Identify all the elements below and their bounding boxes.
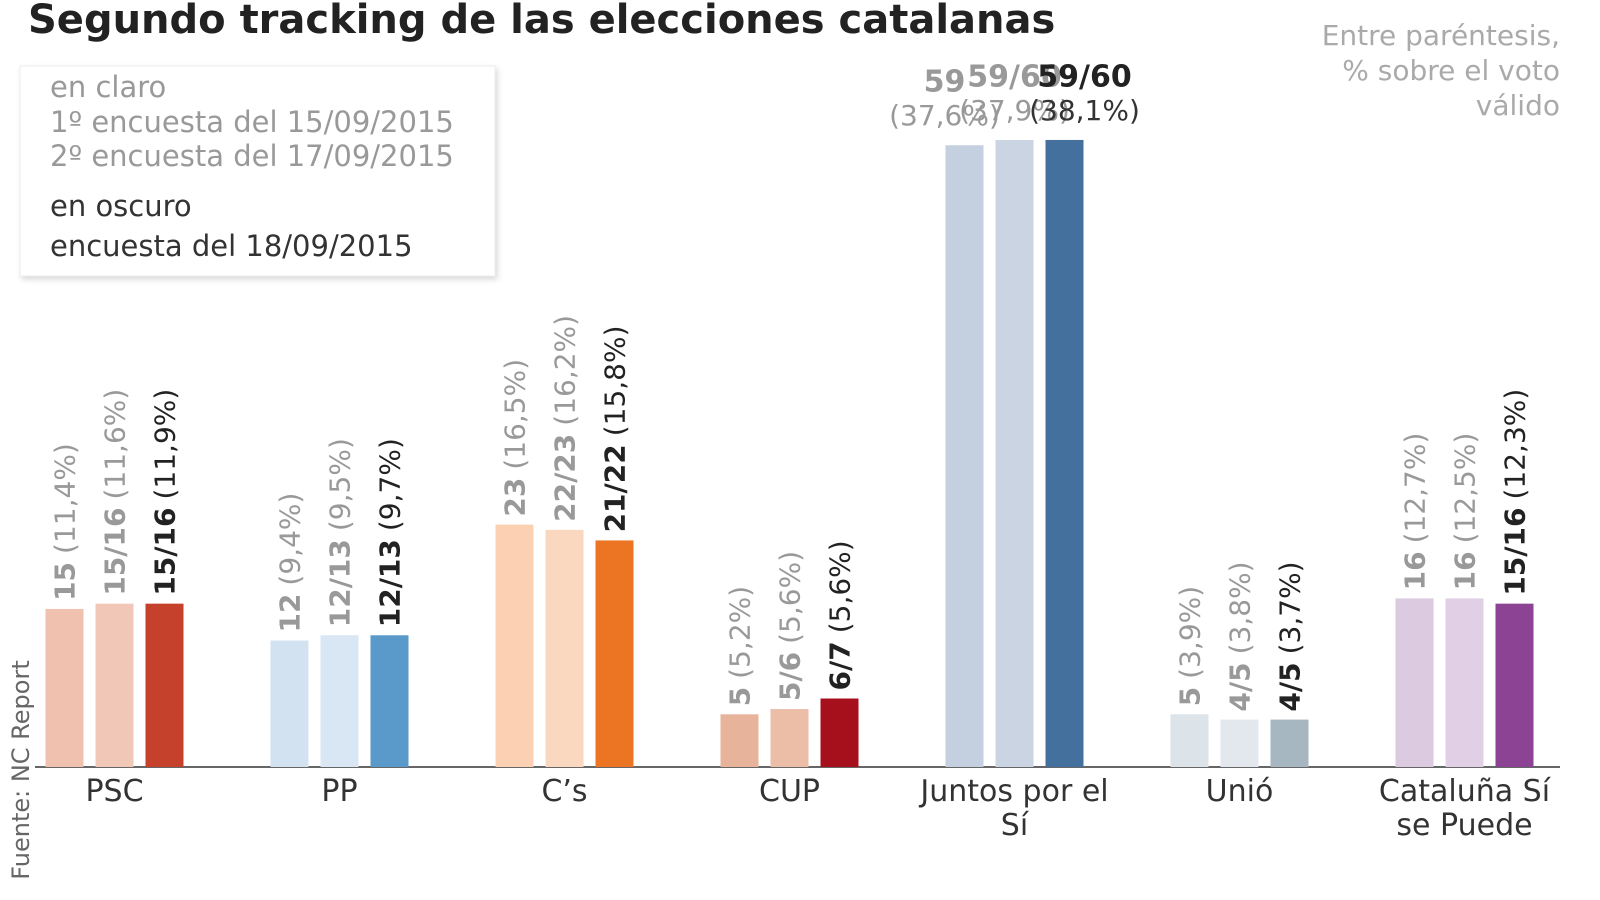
- value-label: 59/60: [1037, 59, 1131, 94]
- value-label: 15/16: [99, 507, 132, 595]
- share-label: (3,9%): [1174, 586, 1207, 679]
- share-label: (5,6%): [824, 540, 857, 633]
- share-label: (15,8%): [599, 325, 632, 436]
- value-label: 5/6: [774, 652, 807, 701]
- chart-title: Segundo tracking de las elecciones catal…: [28, 0, 1055, 43]
- value-label-group: 16 (12,5%): [1449, 433, 1482, 591]
- legend-box: [19, 65, 496, 277]
- x-tick-label: PSC: [85, 774, 144, 809]
- x-tick-label: Cataluña Sí se Puede: [1378, 774, 1551, 843]
- bar: [1170, 714, 1209, 767]
- share-label: (16,5%): [499, 359, 532, 470]
- value-label: 12: [274, 594, 307, 633]
- value-label-group: 15 (11,4%): [49, 443, 82, 601]
- value-label-group: 5 (5,2%): [724, 586, 757, 706]
- bar: [495, 524, 534, 767]
- note: Entre paréntesis, % sobre el voto válido: [1321, 19, 1560, 122]
- value-label: 5: [1174, 687, 1207, 706]
- share-label: (12,5%): [1449, 433, 1482, 544]
- bar: [995, 139, 1034, 767]
- value-label-group: 12/13 (9,5%): [324, 438, 357, 627]
- value-label: 15: [49, 562, 82, 601]
- share-label: (5,6%): [774, 551, 807, 644]
- share-label: (3,8%): [1224, 561, 1257, 654]
- share-label: (5,2%): [724, 586, 757, 679]
- value-label: 22/23: [549, 434, 582, 522]
- legend-heading: en oscuro: [50, 189, 192, 223]
- legend-entry: 2º encuesta del 17/09/2015: [50, 139, 454, 173]
- bar: [820, 698, 859, 767]
- value-label: 59/60: [967, 59, 1061, 94]
- bar: [770, 709, 809, 767]
- legend-entry: 1º encuesta del 15/09/2015: [50, 105, 454, 139]
- value-label-group: 4/5 (3,7%): [1274, 561, 1307, 711]
- bar: [320, 635, 359, 767]
- x-tick-label: PP: [321, 774, 358, 809]
- legend-entry: encuesta del 18/09/2015: [50, 229, 413, 263]
- value-label: 23: [499, 478, 532, 517]
- bar: [370, 635, 409, 767]
- bar: [945, 145, 984, 767]
- share-label: (9,4%): [274, 493, 307, 586]
- bar: [1395, 598, 1434, 767]
- value-label-group: 4/5 (3,8%): [1224, 561, 1257, 711]
- value-label: 59: [924, 65, 966, 100]
- value-label: 21/22: [599, 444, 632, 532]
- share-label: (37,6%): [889, 99, 1000, 132]
- share-label: (9,7%): [374, 438, 407, 531]
- bar: [95, 603, 134, 767]
- bar: [1270, 719, 1309, 767]
- x-tick-label: C’s: [541, 774, 588, 809]
- share-label: (3,7%): [1274, 561, 1307, 654]
- x-tick-label: Unió: [1205, 774, 1274, 809]
- value-label: 16: [1399, 551, 1432, 590]
- bar: [145, 603, 184, 767]
- share-label: (11,6%): [99, 389, 132, 500]
- bar: [45, 608, 84, 767]
- value-label-group: 12 (9,4%): [274, 493, 307, 633]
- share-label: (16,2%): [549, 315, 582, 426]
- value-label-group: 5/6 (5,6%): [774, 551, 807, 701]
- value-label-group: 15/16 (11,9%): [149, 389, 182, 596]
- value-label-group: 23 (16,5%): [499, 359, 532, 517]
- value-label-group: 16 (12,7%): [1399, 433, 1432, 591]
- value-label: 6/7: [824, 641, 857, 690]
- value-label: 12/13: [324, 539, 357, 627]
- share-label: (38,1%): [1029, 94, 1140, 127]
- bar: [720, 714, 759, 767]
- share-label: (12,7%): [1399, 433, 1432, 544]
- share-label: (11,4%): [49, 443, 82, 554]
- value-label: 15/16: [149, 507, 182, 595]
- bar: [1220, 719, 1259, 767]
- share-label: (12,3%): [1499, 389, 1532, 500]
- value-label-group: 22/23 (16,2%): [549, 315, 582, 522]
- x-tick-label: CUP: [759, 774, 820, 809]
- share-label: (9,5%): [324, 438, 357, 531]
- value-label: 12/13: [374, 539, 407, 627]
- value-label: 15/16: [1499, 507, 1532, 595]
- bar: [1445, 598, 1484, 767]
- value-label: 4/5: [1274, 662, 1307, 711]
- source: Fuente: NC Report: [7, 660, 35, 879]
- share-label: (37,9%): [959, 94, 1070, 127]
- x-tick-label: Juntos por el Sí: [920, 774, 1109, 843]
- value-label-group: 6/7 (5,6%): [824, 540, 857, 690]
- value-label-group: 5 (3,9%): [1174, 586, 1207, 706]
- bar: [595, 540, 634, 767]
- legend-heading: en claro: [50, 70, 166, 104]
- value-label: 4/5: [1224, 662, 1257, 711]
- value-label: 16: [1449, 551, 1482, 590]
- share-label: (11,9%): [149, 389, 182, 500]
- bar: [270, 640, 309, 767]
- bar: [1045, 139, 1084, 767]
- value-label-group: 12/13 (9,7%): [374, 438, 407, 627]
- value-label: 5: [724, 687, 757, 706]
- value-label-group: 21/22 (15,8%): [599, 325, 632, 532]
- value-label-group: 15/16 (12,3%): [1499, 389, 1532, 596]
- bar: [545, 529, 584, 767]
- value-label-group: 15/16 (11,6%): [99, 389, 132, 596]
- bar: [1495, 603, 1534, 767]
